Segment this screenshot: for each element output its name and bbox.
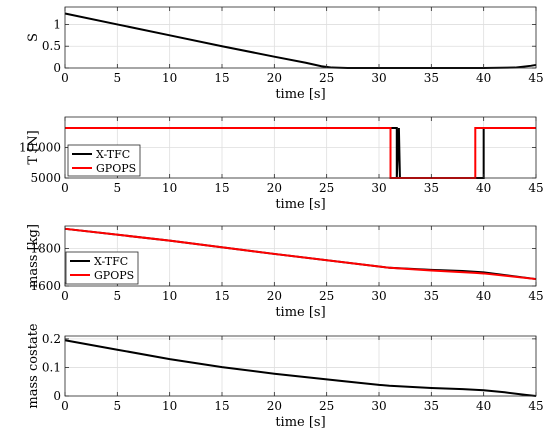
y-axis-label: mass [kg] [26, 224, 41, 288]
panel-2: 0 5 10 15 20 25 30 35 40 45 5000 10,000 time [s] T [N… [19, 116, 544, 212]
panel-1: 0 5 10 15 20 25 30 35 40 45 0 0.5 1 time [s] S [26, 6, 544, 102]
x-axis-label: time [s] [275, 305, 325, 320]
x-tick-label: 45 [528, 289, 543, 303]
x-tick-label: 10 [162, 71, 177, 85]
y-tick-label: 0 [53, 389, 61, 403]
x-tick-label: 45 [528, 399, 543, 413]
x-tick-label: 20 [267, 399, 282, 413]
x-tick-label: 0 [61, 289, 69, 303]
x-tick-label: 40 [476, 71, 491, 85]
x-tick-label: 35 [424, 181, 439, 195]
axes-box [64, 225, 537, 287]
series-line-s1 [64, 339, 537, 397]
axes-box [64, 335, 537, 397]
x-tick-label: 25 [319, 181, 334, 195]
y-tick-label: 1600 [30, 279, 61, 293]
y-tick-label: 0.2 [42, 332, 61, 346]
x-tick-label: 25 [319, 71, 334, 85]
x-tick-label: 20 [267, 71, 282, 85]
y-axis-label: mass costate [26, 323, 41, 409]
legend-box [65, 251, 139, 285]
x-tick-label: 30 [371, 289, 386, 303]
x-tick-label: 20 [267, 181, 282, 195]
x-tick-label: 35 [424, 289, 439, 303]
x-tick-label: 35 [424, 399, 439, 413]
x-tick-label: 35 [424, 71, 439, 85]
y-tick-label: 10,000 [19, 141, 61, 155]
x-tick-label: 10 [162, 181, 177, 195]
x-tick-label: 0 [61, 71, 69, 85]
y-tick-label: 0 [53, 61, 61, 75]
y-axis-label: S [26, 33, 41, 42]
x-tick-label: 5 [114, 181, 122, 195]
x-axis-label: time [s] [275, 415, 325, 430]
legend-label: X-TFC [94, 255, 128, 268]
x-tick-label: 0 [61, 399, 69, 413]
x-axis-label: time [s] [275, 87, 325, 102]
y-tick-label: 0.5 [42, 39, 61, 53]
x-tick-label: 0 [61, 181, 69, 195]
panel-4: 0 5 10 15 20 25 30 35 40 45 0 0.1 0.2 time [s] mass co… [26, 323, 544, 430]
y-tick-label: 0.1 [42, 360, 61, 374]
series-line-gpops [64, 227, 537, 281]
y-tick-label: 5000 [30, 171, 61, 185]
x-tick-label: 30 [371, 71, 386, 85]
y-tick-label: 1 [53, 17, 61, 31]
x-tick-label: 20 [267, 289, 282, 303]
x-tick-label: 5 [114, 289, 122, 303]
x-tick-label: 15 [214, 399, 229, 413]
y-tick-label: 1800 [30, 242, 61, 256]
x-tick-label: 15 [214, 71, 229, 85]
plot-area [65, 7, 536, 68]
panel-3: 0 5 10 15 20 25 30 35 40 45 1600 1800 time [s] mass [… [26, 224, 544, 320]
x-tick-label: 5 [114, 71, 122, 85]
x-tick-label: 45 [528, 181, 543, 195]
x-tick-label: 15 [214, 181, 229, 195]
x-tick-label: 10 [162, 399, 177, 413]
x-tick-label: 5 [114, 399, 122, 413]
legend-label: X-TFC [96, 148, 130, 161]
x-tick-label: 30 [371, 399, 386, 413]
x-tick-label: 15 [214, 289, 229, 303]
x-tick-label: 10 [162, 289, 177, 303]
x-tick-label: 25 [319, 399, 334, 413]
x-tick-label: 40 [476, 289, 491, 303]
x-tick-label: 25 [319, 289, 334, 303]
plot-area [65, 336, 536, 396]
axes-box [64, 6, 537, 69]
legend-label: GPOPS [94, 269, 134, 282]
plot-area [65, 226, 536, 286]
x-tick-label: 40 [476, 181, 491, 195]
x-tick-label: 40 [476, 399, 491, 413]
y-axis-label: T [N] [26, 130, 41, 164]
x-tick-label: 30 [371, 181, 386, 195]
legend-label: GPOPS [96, 162, 136, 175]
x-tick-label: 45 [528, 71, 543, 85]
legend-box [67, 144, 141, 177]
x-axis-label: time [s] [275, 197, 325, 212]
